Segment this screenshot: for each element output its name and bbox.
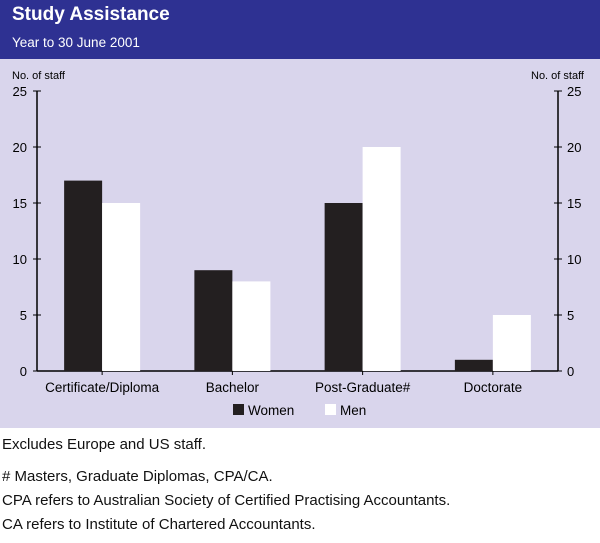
legend-label-women: Women bbox=[248, 403, 294, 418]
y-tick-label-left: 25 bbox=[13, 84, 27, 99]
x-tick-label: Certificate/Diploma bbox=[45, 380, 160, 395]
y-tick-label-left: 15 bbox=[13, 196, 27, 211]
bar-men-certificate-diploma bbox=[102, 203, 141, 371]
bar-men-bachelor bbox=[232, 281, 271, 371]
chart-title: Study Assistance bbox=[12, 4, 170, 25]
legend-swatch-women bbox=[233, 404, 244, 415]
note-excludes: Excludes Europe and US staff. bbox=[2, 436, 207, 453]
y-tick-label-left: 10 bbox=[13, 252, 27, 267]
bar-men-doctorate bbox=[492, 315, 531, 371]
chart-subtitle: Year to 30 June 2001 bbox=[12, 35, 140, 50]
y-tick-label-left: 5 bbox=[20, 308, 27, 323]
y-axis-label-right: No. of staff bbox=[531, 70, 585, 82]
note-footnote-hash: # Masters, Graduate Diplomas, CPA/CA. bbox=[2, 468, 273, 485]
chart-header: Study Assistance Year to 30 June 2001 bbox=[0, 0, 600, 59]
y-tick-label-left: 20 bbox=[13, 140, 27, 155]
bar-men-post-graduate- bbox=[362, 147, 401, 371]
y-tick-label-right: 10 bbox=[567, 252, 581, 267]
bar-chart: No. of staff No. of staff 0 0 5 5 10 10 15 15 20… bbox=[12, 70, 585, 418]
bar-women-doctorate bbox=[454, 359, 493, 371]
legend-swatch-men bbox=[325, 404, 336, 415]
y-tick-label-right: 15 bbox=[567, 196, 581, 211]
y-axis-label-left: No. of staff bbox=[12, 70, 66, 82]
x-tick-label: Bachelor bbox=[206, 380, 260, 395]
y-tick-label-right: 25 bbox=[567, 84, 581, 99]
bar-women-post-graduate- bbox=[324, 203, 363, 371]
note-ca: CA refers to Institute of Chartered Acco… bbox=[2, 516, 316, 533]
x-tick-label: Post-Graduate# bbox=[315, 380, 411, 395]
legend-label-men: Men bbox=[340, 403, 366, 418]
y-tick-label-left: 0 bbox=[20, 364, 27, 379]
bar-women-bachelor bbox=[194, 270, 233, 371]
y-tick-label-right: 0 bbox=[567, 364, 574, 379]
x-tick-label: Doctorate bbox=[464, 380, 523, 395]
note-cpa: CPA refers to Australian Society of Cert… bbox=[2, 492, 451, 509]
bar-women-certificate-diploma bbox=[64, 180, 103, 371]
y-tick-label-right: 5 bbox=[567, 308, 574, 323]
y-tick-label-right: 20 bbox=[567, 140, 581, 155]
